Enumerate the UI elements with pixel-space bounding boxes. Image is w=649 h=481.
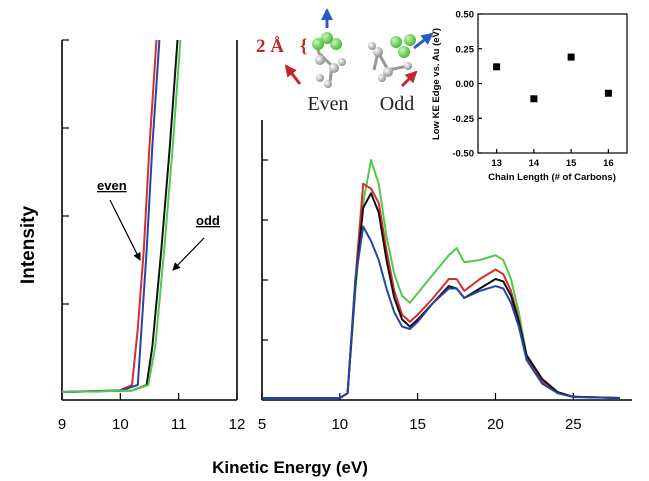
spectrum-x-tick-label: 10 [331,416,348,433]
onset-x-tick-label: 11 [171,416,187,433]
inset-x-ticks: 13 14 15 16 [491,149,614,169]
molecule-illustration: 2 Å { [256,8,434,115]
inset-chart: 0.50 0.25 0.00 -0.25 -0.50 13 14 15 16 Low KE E… [431,10,628,183]
odd-label: Odd [380,93,414,115]
inset-y-tick-label: 0.25 [456,44,475,55]
annotation-even: even [97,178,127,193]
inset-y-label: Low KE Edge vs. Au (eV) [431,28,442,140]
inset-point [493,63,501,71]
inset-y-tick-label: -0.25 [452,114,474,125]
onset-x-tick-label: 10 [112,416,129,433]
odd-molecule-icon [368,34,416,82]
spectrum-traces [262,159,621,399]
inset-frame [477,13,628,154]
x-axis-label: Kinetic Energy (eV) [212,458,368,477]
onset-trace [61,39,158,393]
inset-x-tick-label: 15 [566,158,577,169]
spectrum-x-tick-label: 25 [565,416,582,433]
distance-label: 2 Å [256,36,284,57]
annotation-odd: odd [196,213,220,228]
even-arrow [109,199,141,261]
spectrum-trace [262,159,621,399]
odd-chain-arrow-icon [400,70,418,88]
onset-y-ticks [62,39,69,393]
inset-y-tick-label: 0.00 [456,79,475,90]
onset-x-tick-label: 12 [229,416,246,433]
onset-x-tick-label: 9 [58,416,66,433]
onset-x-ticks [61,393,238,400]
inset-x-tick-label: 16 [603,158,614,169]
spectrum-trace [262,182,621,399]
even-label: Even [307,93,348,115]
inset-x-label: Chain Length (# of Carbons) [488,172,616,183]
spectrum-x-tick-label: 15 [409,416,426,433]
inset-y-tick-label: -0.50 [452,149,474,160]
distance-brace-icon: { [300,36,308,57]
even-chain-arrow-icon [284,64,302,85]
onset-trace [61,39,179,393]
spectrum-y-ticks [262,159,268,341]
spectrum-x-tick-label: 20 [487,416,504,433]
inset-point [567,53,575,61]
spectrum-trace [262,225,621,399]
odd-dipole-arrow-icon [413,32,434,50]
spectrum-panel: 5 10 15 20 25 [258,120,632,433]
inset-x-tick-label: 14 [529,158,540,169]
inset-points [493,53,612,103]
even-molecule-icon [312,32,346,88]
onset-x-tick-labels: 9 10 11 12 [58,416,246,433]
inset-y-ticks: 0.50 0.25 0.00 -0.25 -0.50 [452,10,482,160]
odd-arrow [172,237,205,271]
onset-traces [61,39,182,393]
spectrum-x-tick-label: 5 [258,416,266,433]
onset-trace [61,39,182,393]
inset-point [530,95,538,103]
inset-point [604,89,612,97]
y-axis-label: Intensity [18,206,39,285]
inset-x-tick-label: 13 [491,158,502,169]
onset-panel: 9 10 11 12 even odd [58,39,246,433]
spectrum-x-tick-labels: 5 10 15 20 25 [258,416,582,433]
inset-y-tick-label: 0.50 [456,10,475,21]
